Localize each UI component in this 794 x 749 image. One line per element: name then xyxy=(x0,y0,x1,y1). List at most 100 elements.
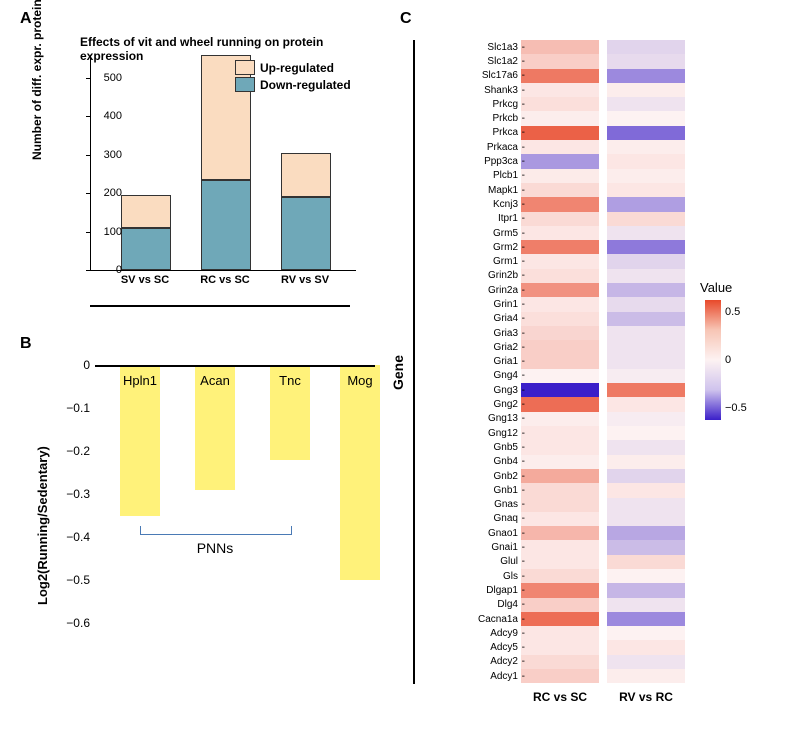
heatmap-cell xyxy=(521,626,599,640)
heatmap-row: Adcy5 xyxy=(470,640,693,654)
heatmap-cell xyxy=(521,126,599,140)
panel-a-legend: Up-regulated Down-regulated xyxy=(235,60,351,94)
panel-a-bar-up xyxy=(121,195,171,228)
heatmap-cell xyxy=(521,369,599,383)
gene-label: Gnaq xyxy=(470,513,521,524)
heatmap-cell xyxy=(521,426,599,440)
gene-label: Slc17a6 xyxy=(470,70,521,81)
panel-a-bar-down xyxy=(281,197,331,270)
heatmap-cell xyxy=(607,669,685,683)
gene-label: Adcy2 xyxy=(470,656,521,667)
heatmap-cell xyxy=(521,512,599,526)
heatmap-cell xyxy=(607,526,685,540)
gene-label: Grin2b xyxy=(470,270,521,281)
heatmap-row: Gls xyxy=(470,569,693,583)
heatmap-cell xyxy=(521,383,599,397)
heatmap-cell xyxy=(607,369,685,383)
heatmap-cell xyxy=(521,355,599,369)
gene-label: Gng4 xyxy=(470,370,521,381)
heatmap-row: Itpr1 xyxy=(470,212,693,226)
heatmap-row: Gria3 xyxy=(470,326,693,340)
gene-label: Itpr1 xyxy=(470,213,521,224)
heatmap-row: Grin2b xyxy=(470,269,693,283)
heatmap-row: Ppp3ca xyxy=(470,154,693,168)
panel-b-xcat: Hpln1 xyxy=(123,373,157,388)
heatmap-cell xyxy=(521,83,599,97)
colorbar-tick: 0.5 xyxy=(725,306,740,318)
heatmap-row: Grm2 xyxy=(470,240,693,254)
panel-b-ytick: 0 xyxy=(83,358,90,372)
gene-label: Gria1 xyxy=(470,356,521,367)
heatmap-cell xyxy=(607,269,685,283)
heatmap-cell xyxy=(607,97,685,111)
heatmap-cell xyxy=(521,283,599,297)
heatmap-row: Gnb2 xyxy=(470,469,693,483)
panel-a-ytick: 100 xyxy=(104,226,122,238)
heatmap-cell xyxy=(521,111,599,125)
gene-label: Slc1a2 xyxy=(470,56,521,67)
pnns-label: PNNs xyxy=(197,540,234,556)
heatmap-cell xyxy=(607,598,685,612)
heatmap-cell xyxy=(521,269,599,283)
heatmap-cell xyxy=(607,455,685,469)
gene-label: Glul xyxy=(470,556,521,567)
legend-swatch xyxy=(235,60,255,75)
heatmap-row: Grin2a xyxy=(470,283,693,297)
panel-c-ylabel: Gene xyxy=(390,355,406,390)
colorbar-tick: −0.5 xyxy=(725,402,747,414)
gene-label: Slc1a3 xyxy=(470,42,521,53)
heatmap-row: Slc1a3 xyxy=(470,40,693,54)
heatmap-cell xyxy=(607,254,685,268)
heatmap-cell xyxy=(607,140,685,154)
heatmap-cell xyxy=(607,498,685,512)
legend-label: Down-regulated xyxy=(260,78,351,92)
heatmap-cell xyxy=(607,626,685,640)
heatmap-row: Gnb4 xyxy=(470,455,693,469)
panel-a-xcat: RV vs SV xyxy=(281,274,329,286)
heatmap-cell xyxy=(521,640,599,654)
gene-label: Kcnj3 xyxy=(470,199,521,210)
gene-label: Prkcg xyxy=(470,99,521,110)
heatmap-cell xyxy=(607,583,685,597)
heatmap-row: Gnas xyxy=(470,498,693,512)
panel-a-xcat: RC vs SC xyxy=(200,274,250,286)
heatmap-cell xyxy=(607,183,685,197)
heatmap-cell xyxy=(521,240,599,254)
heatmap-row: Dlgap1 xyxy=(470,583,693,597)
heatmap-cell xyxy=(521,254,599,268)
heatmap-cell xyxy=(521,54,599,68)
panel-c: C Gene Slc1a3Slc1a2Slc17a6Shank3PrkcgPrk… xyxy=(400,10,780,730)
panel-a-ytick: 500 xyxy=(104,72,122,84)
panel-b-ytick: −0.4 xyxy=(66,530,90,544)
heatmap-cell xyxy=(521,212,599,226)
gene-label: Gnb2 xyxy=(470,471,521,482)
gene-label: Plcb1 xyxy=(470,170,521,181)
heatmap-row: Mapk1 xyxy=(470,183,693,197)
pnns-bracket xyxy=(140,526,292,535)
gene-label: Grm1 xyxy=(470,256,521,267)
heatmap-cell xyxy=(607,212,685,226)
heatmap-cell xyxy=(607,655,685,669)
heatmap-cell xyxy=(521,340,599,354)
panel-a-bar-down xyxy=(121,228,171,270)
gene-label: Prkca xyxy=(470,127,521,138)
heatmap-cell xyxy=(607,483,685,497)
legend-label: Up-regulated xyxy=(260,61,334,75)
heatmap-cell xyxy=(607,240,685,254)
heatmap-cell xyxy=(521,455,599,469)
heatmap-cell xyxy=(521,598,599,612)
heatmap-row: Gnai1 xyxy=(470,540,693,554)
panel-b-chart xyxy=(95,365,375,645)
heatmap-cell xyxy=(607,426,685,440)
heatmap-cell xyxy=(607,383,685,397)
gene-label: Grm5 xyxy=(470,228,521,239)
heatmap-cell xyxy=(607,297,685,311)
heatmap-cell xyxy=(607,555,685,569)
heatmap-row: Gng3 xyxy=(470,383,693,397)
gene-label: Gnb4 xyxy=(470,456,521,467)
panel-a-ytick: 200 xyxy=(104,187,122,199)
heatmap-cell xyxy=(607,54,685,68)
heatmap-cell xyxy=(607,326,685,340)
heatmap-cell xyxy=(521,555,599,569)
gene-label: Adcy9 xyxy=(470,628,521,639)
